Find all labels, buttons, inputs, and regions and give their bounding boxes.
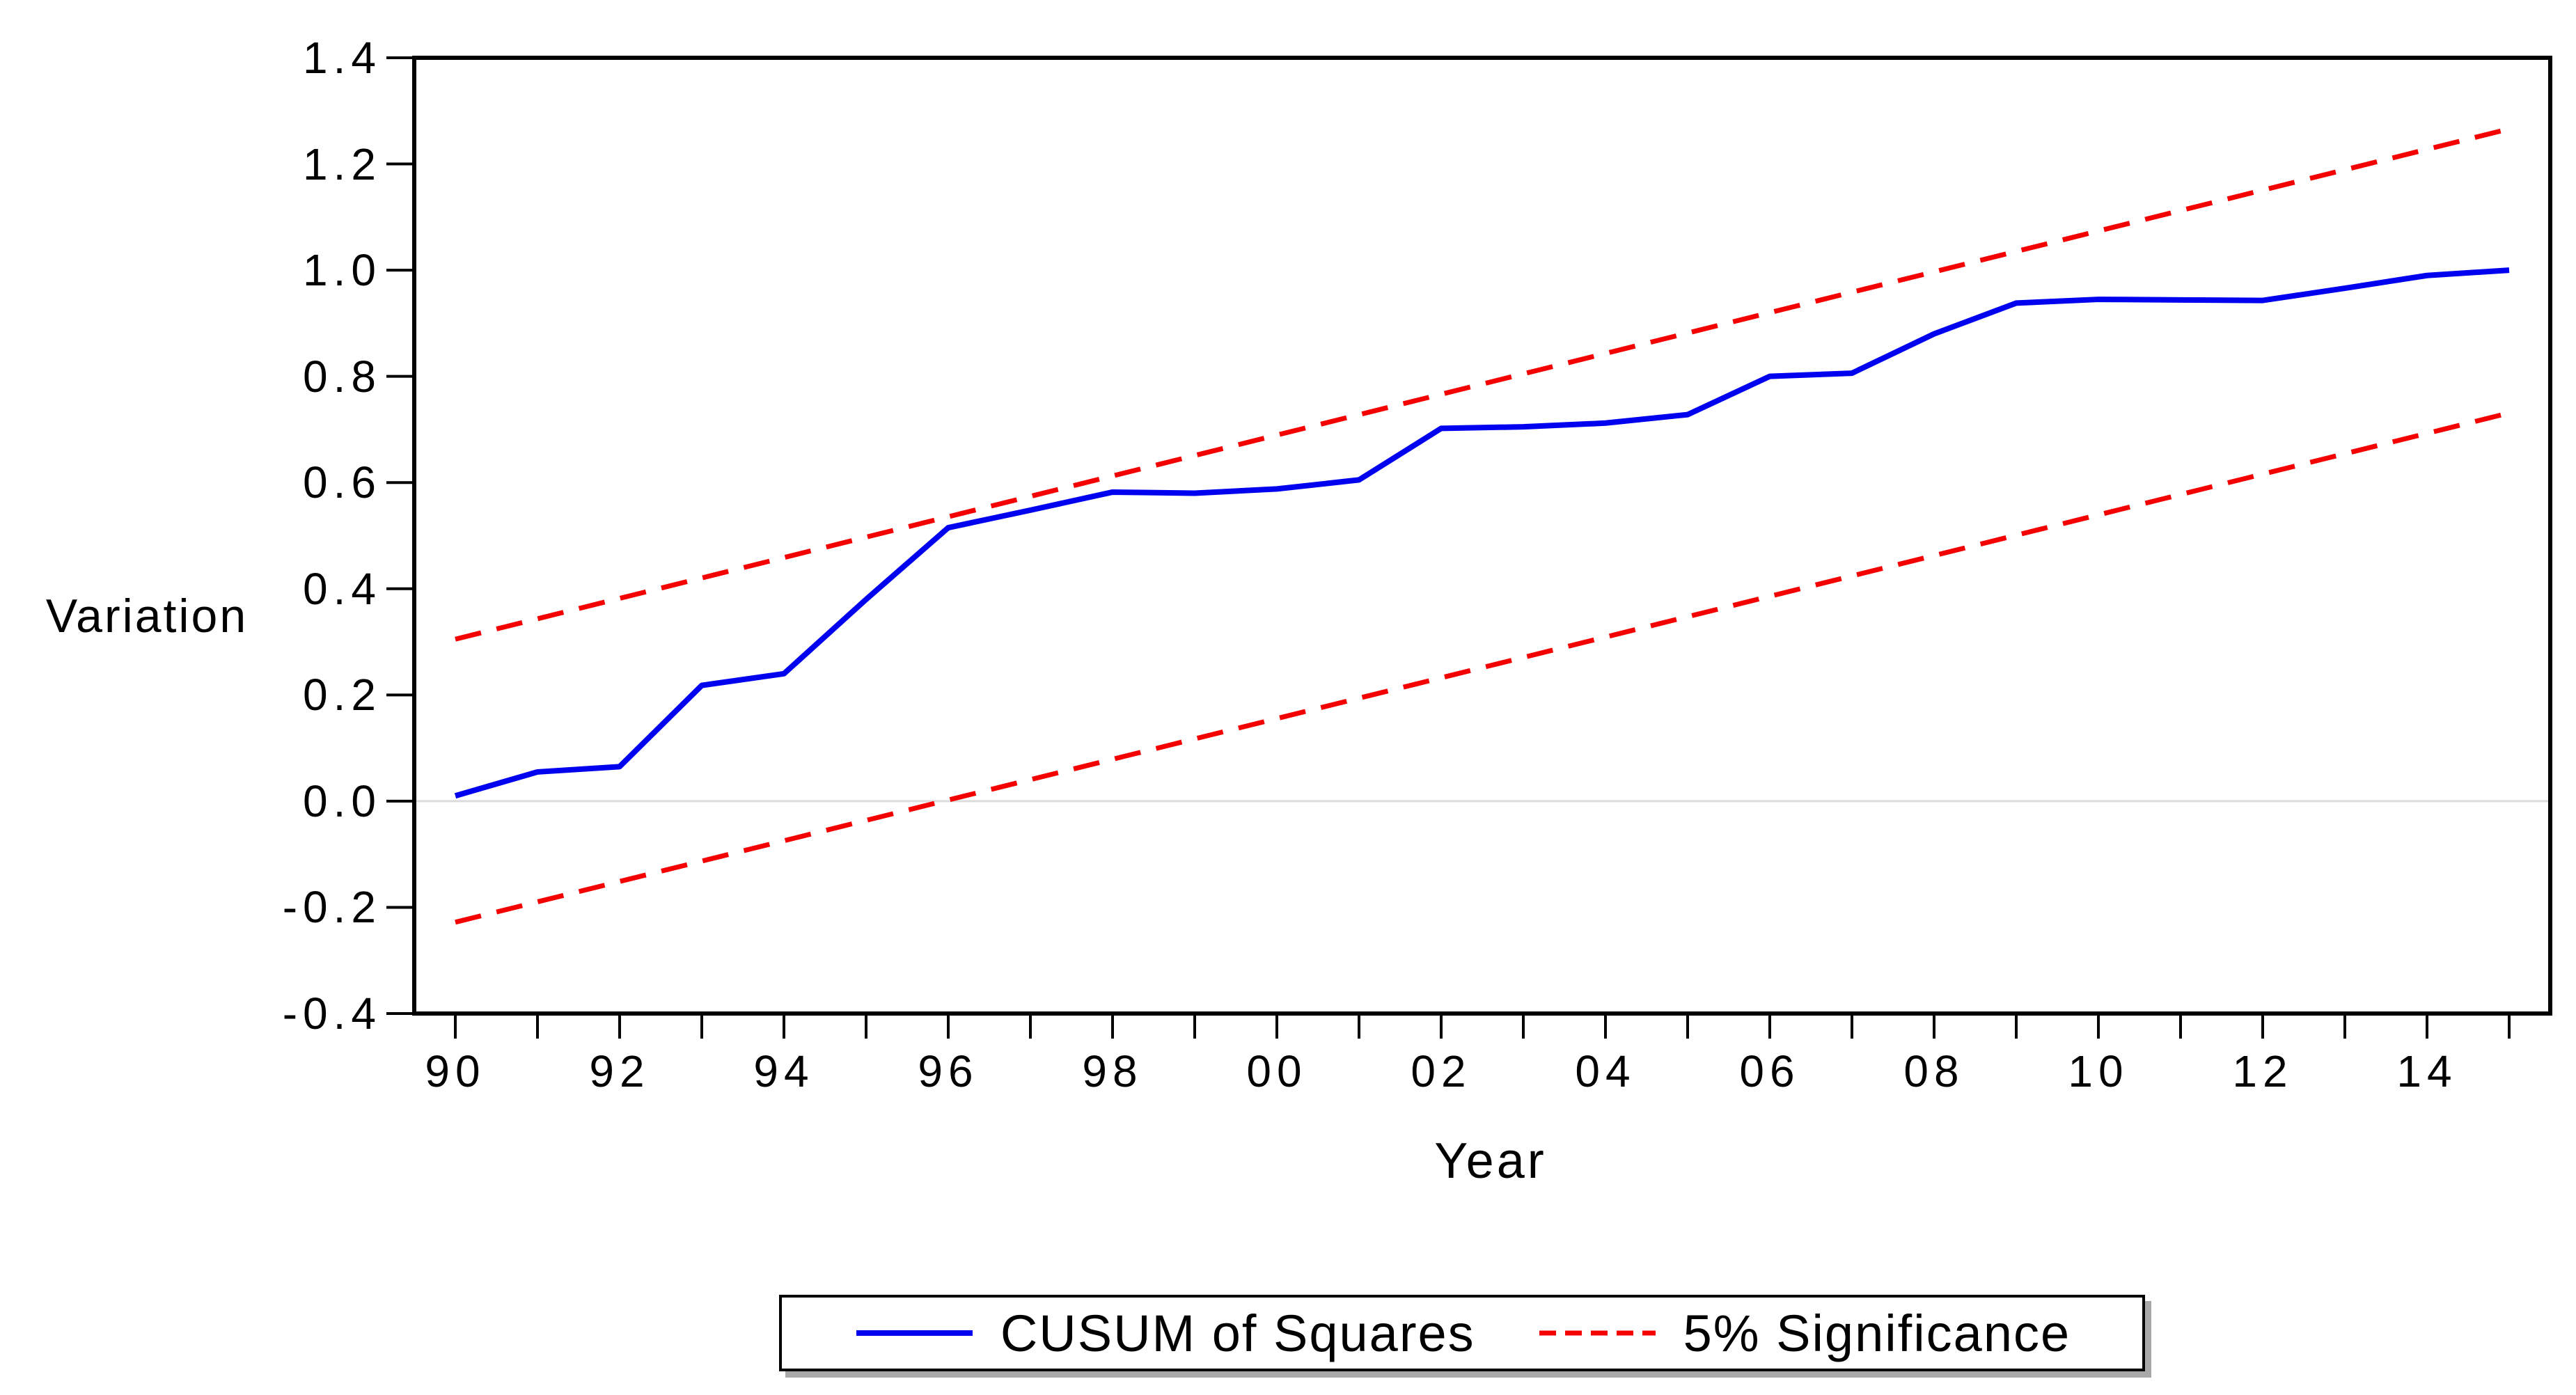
y-tick-label: 0.4 (303, 563, 382, 614)
x-axis-title: Year (1434, 1133, 1547, 1189)
x-tick-label: 08 (1903, 1046, 1965, 1096)
significance-line-sample-icon (1539, 1330, 1656, 1336)
legend-item-significance: 5% Significance (1537, 1304, 2071, 1363)
x-tick-label: 02 (1411, 1046, 1472, 1096)
y-tick-label: 0.0 (303, 775, 382, 826)
y-tick-label: 0.8 (303, 351, 382, 402)
legend-item-cusum: CUSUM of Squares (854, 1304, 1475, 1363)
y-tick-label: 0.6 (303, 457, 382, 508)
legend-label-cusum: CUSUM of Squares (1000, 1304, 1475, 1362)
x-tick-label: 92 (589, 1046, 650, 1096)
x-tick-label: 06 (1739, 1046, 1800, 1096)
legend: CUSUM of Squares 5% Significance (779, 1295, 2145, 1371)
y-tick-label: 0.2 (303, 670, 382, 720)
x-tick-label: 14 (2396, 1046, 2458, 1096)
y-tick-label: -0.2 (282, 882, 382, 933)
x-tick-label: 10 (2068, 1046, 2129, 1096)
x-tick-label: 96 (918, 1046, 979, 1096)
series-line-1-segment-1 (455, 410, 2510, 925)
cusum-line-sample-icon (856, 1330, 973, 1336)
x-tick-label: 04 (1575, 1046, 1636, 1096)
series-line-0 (454, 267, 2510, 799)
x-tick-label: 00 (1246, 1046, 1307, 1096)
y-tick-label: 1.2 (303, 139, 382, 189)
plot-frame (412, 56, 2552, 1016)
series-line-1-segment-0 (455, 126, 2510, 642)
x-tick-label: 94 (753, 1046, 815, 1096)
x-tick-label: 12 (2232, 1046, 2293, 1096)
x-tick-label: 90 (425, 1046, 486, 1096)
y-tick-label: 1.0 (303, 245, 382, 296)
y-tick-label: -0.4 (282, 988, 382, 1039)
y-tick-label: 1.4 (303, 33, 382, 83)
x-tick-label: 98 (1082, 1046, 1143, 1096)
legend-label-significance: 5% Significance (1683, 1304, 2071, 1362)
y-axis-title: Variation (45, 590, 249, 643)
